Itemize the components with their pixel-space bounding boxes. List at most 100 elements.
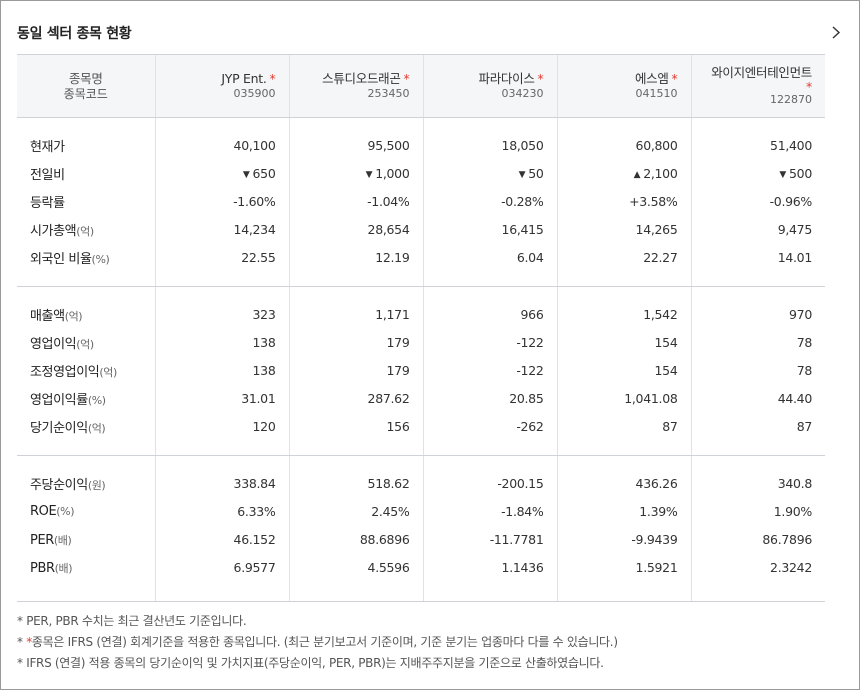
cell-value: 28,654: [288, 215, 423, 244]
table-row: 시가총액(억) 14,234 28,654 16,415 14,265 9,47…: [17, 215, 825, 244]
table-row: 전일비 ▼ 650 ▼ 1,000 ▼ 50 ▲ 2,100 ▼ 500: [17, 159, 825, 188]
cell-value: 31.01: [154, 384, 289, 413]
cell-change: ▼ 50: [422, 159, 557, 188]
cell-value: 518.62: [288, 469, 423, 498]
direction-icon: ▼: [779, 170, 787, 180]
cell-value: 179: [288, 356, 423, 385]
cell-value: 138: [154, 328, 289, 357]
cell-value: -122: [422, 328, 557, 357]
row-label: 당기순이익(억): [30, 421, 106, 436]
cell-value: 1.90%: [690, 497, 825, 526]
stock-name[interactable]: 파라다이스: [478, 71, 535, 86]
stock-header[interactable]: 에스엠 * 041510: [556, 54, 691, 118]
cell-value: 2.45%: [288, 497, 423, 526]
cell-value: 22.27: [556, 243, 691, 272]
table-body: 현재가 40,100 95,500 18,050 60,800 51,400 전…: [17, 117, 825, 602]
footnotes: * PER, PBR 수치는 최근 결산년도 기준입니다. * *종목은 IFR…: [17, 611, 618, 674]
cell-value: 87: [690, 412, 825, 441]
cell-value: 154: [556, 356, 691, 385]
footnote: * PER, PBR 수치는 최근 결산년도 기준입니다.: [17, 614, 247, 628]
cell-value: -9.9439: [556, 525, 691, 554]
footnote: * *종목은 IFRS (연결) 회계기준을 적용한 종목입니다. (최근 분기…: [17, 635, 618, 649]
stock-header[interactable]: 스튜디오드래곤 * 253450: [288, 54, 423, 118]
table-row: ROE(%) 6.33% 2.45% -1.84% 1.39% 1.90%: [17, 497, 825, 526]
cell-value: 87: [556, 412, 691, 441]
cell-value: 44.40: [690, 384, 825, 413]
stock-header[interactable]: 파라다이스 * 034230: [422, 54, 557, 118]
cell-rate: +3.58%: [556, 187, 691, 216]
cell-value: 88.6896: [288, 525, 423, 554]
cell-rate: -1.04%: [288, 187, 423, 216]
name-label: 종목명: [68, 71, 103, 86]
cell-value: -200.15: [422, 469, 557, 498]
table-row: 영업이익률(%) 31.01 287.62 20.85 1,041.08 44.…: [17, 384, 825, 413]
chevron-right-icon[interactable]: [829, 23, 843, 41]
cell-value: 60,800: [556, 131, 691, 160]
cell-value: 14,234: [154, 215, 289, 244]
cell-value: 78: [690, 328, 825, 357]
cell-value: 14.01: [690, 243, 825, 272]
table-header-row: 종목명 종목코드 JYP Ent. * 035900 스튜디오드래곤 * 25345…: [17, 54, 825, 118]
table-row: 당기순이익(억) 120 156 -262 87 87: [17, 412, 825, 441]
cell-value: 6.33%: [154, 497, 289, 526]
cell-value: 338.84: [154, 469, 289, 498]
cell-value: 966: [422, 300, 557, 329]
cell-value: 78: [690, 356, 825, 385]
table-row: 외국인 비율(%) 22.55 12.19 6.04 22.27 14.01: [17, 243, 825, 272]
cell-value: -11.7781: [422, 525, 557, 554]
cell-value: 16,415: [422, 215, 557, 244]
panel-title: 동일 섹터 종목 현황: [17, 26, 132, 42]
cell-value: 287.62: [288, 384, 423, 413]
cell-value: 1,171: [288, 300, 423, 329]
cell-value: 46.152: [154, 525, 289, 554]
cell-value: 22.55: [154, 243, 289, 272]
row-label: 조정영업이익(억): [30, 365, 117, 380]
stock-name[interactable]: JYP Ent.: [221, 71, 267, 86]
row-label: 주당순이익(원): [30, 478, 106, 493]
row-label: 시가총액(억): [30, 224, 94, 239]
ifrs-star: *: [537, 71, 544, 86]
stock-code: 041510: [635, 87, 678, 100]
cell-value: 18,050: [422, 131, 557, 160]
row-label: PBR(배): [30, 560, 73, 576]
stock-code: 034230: [501, 87, 544, 100]
row-label: 외국인 비율(%): [30, 252, 110, 267]
cell-change: ▼ 650: [154, 159, 289, 188]
cell-change: ▼ 1,000: [288, 159, 423, 188]
stock-name[interactable]: 에스엠: [634, 71, 669, 86]
direction-icon: ▼: [365, 170, 373, 180]
stock-name[interactable]: 스튜디오드래곤: [322, 71, 401, 86]
code-label: 종목코드: [63, 87, 108, 101]
cell-value: 95,500: [288, 131, 423, 160]
cell-rate: -0.96%: [690, 187, 825, 216]
cell-value: 9,475: [690, 215, 825, 244]
cell-value: 4.5596: [288, 553, 423, 582]
cell-value: -1.84%: [422, 497, 557, 526]
ifrs-star: *: [671, 71, 678, 86]
direction-icon: ▼: [242, 170, 250, 180]
stock-header[interactable]: 와이지엔터테인먼트 * 122870: [690, 54, 825, 118]
table-row: 주당순이익(원) 338.84 518.62 -200.15 436.26 34…: [17, 469, 825, 498]
cell-value: 40,100: [154, 131, 289, 160]
cell-value: 12.19: [288, 243, 423, 272]
stock-code: 035900: [233, 87, 276, 100]
ifrs-star: *: [806, 79, 812, 94]
row-label: ROE(%): [30, 504, 75, 519]
table-row: PER(배) 46.152 88.6896 -11.7781 -9.9439 8…: [17, 525, 825, 554]
stock-header[interactable]: JYP Ent. * 035900: [154, 54, 289, 118]
cell-value: 6.9577: [154, 553, 289, 582]
cell-change: ▲ 2,100: [556, 159, 691, 188]
cell-value: 20.85: [422, 384, 557, 413]
footnote: * IFRS (연결) 적용 종목의 당기순이익 및 가치지표(주당순이익, P…: [17, 656, 604, 670]
cell-value: 6.04: [422, 243, 557, 272]
row-label: 현재가: [30, 140, 65, 155]
row-label: PER(배): [30, 532, 72, 548]
direction-icon: ▼: [518, 170, 526, 180]
cell-value: 120: [154, 412, 289, 441]
cell-value: 1.5921: [556, 553, 691, 582]
cell-value: 154: [556, 328, 691, 357]
row-label: 전일비: [30, 168, 65, 183]
cell-value: 14,265: [556, 215, 691, 244]
cell-value: 51,400: [690, 131, 825, 160]
stock-name[interactable]: 와이지엔터테인먼트: [711, 65, 812, 80]
